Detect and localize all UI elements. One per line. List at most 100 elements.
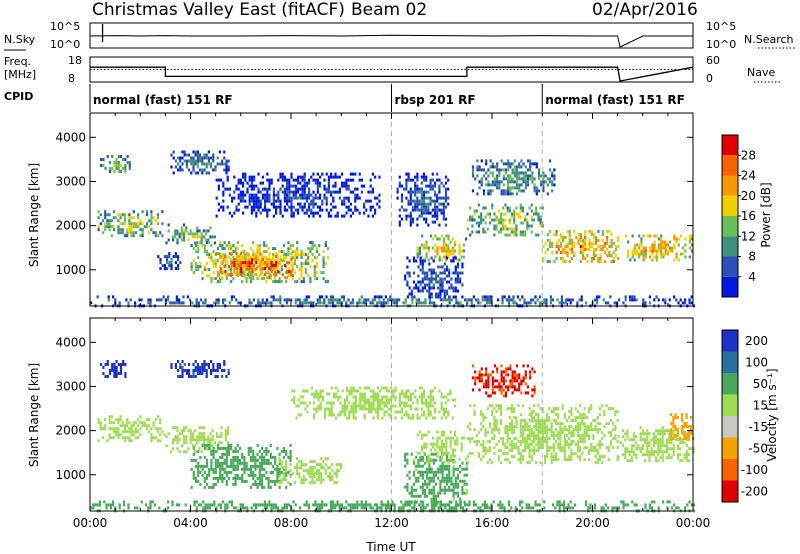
- heatmap-cell: [117, 421, 120, 425]
- heatmap-cell: [416, 413, 419, 417]
- heatmap-cell: [210, 461, 213, 465]
- heatmap-cell: [550, 410, 553, 414]
- heatmap-cell: [391, 298, 394, 302]
- heatmap-cell: [271, 247, 275, 251]
- heatmap-cell: [108, 369, 112, 372]
- heatmap-cell: [274, 247, 277, 251]
- heatmap-cell: [501, 298, 504, 302]
- heatmap-cell: [491, 162, 494, 166]
- heatmap-cell: [497, 404, 500, 408]
- heatmap-cell: [596, 422, 599, 426]
- heatmap-cell: [510, 212, 514, 216]
- heatmap-cell: [421, 488, 424, 492]
- heatmap-cell: [526, 437, 529, 441]
- heatmap-cell: [104, 363, 107, 366]
- heatmap-cell: [568, 425, 571, 429]
- heatmap-cell: [502, 168, 505, 172]
- heatmap-cell: [211, 444, 214, 448]
- heatmap-cell: [475, 298, 478, 302]
- heatmap-cell: [102, 158, 105, 161]
- heatmap-cell: [278, 271, 281, 275]
- heatmap-cell: [675, 298, 678, 302]
- heatmap-cell: [205, 476, 209, 480]
- heatmap-cell: [312, 199, 315, 203]
- heatmap-cell: [443, 485, 446, 489]
- heatmap-cell: [325, 295, 328, 299]
- heatmap-cell: [465, 464, 468, 468]
- heatmap-cell: [104, 228, 107, 232]
- heatmap-cell: [532, 449, 536, 453]
- heatmap-cell: [451, 416, 454, 420]
- heatmap-cell: [579, 416, 582, 420]
- heatmap-cell: [466, 437, 470, 441]
- heatmap-cell: [243, 256, 246, 260]
- heatmap-cell: [132, 424, 135, 428]
- heatmap-cell: [441, 265, 444, 269]
- heatmap-cell: [565, 301, 568, 305]
- heatmap-cell: [248, 178, 251, 182]
- heatmap-cell: [249, 473, 253, 477]
- heatmap-cell: [421, 271, 424, 275]
- heatmap-cell: [332, 205, 335, 209]
- heatmap-cell: [101, 219, 105, 223]
- heatmap-cell: [104, 225, 107, 229]
- heatmap-cell: [502, 189, 505, 193]
- heatmap-cell: [219, 467, 222, 471]
- heatmap-cell: [403, 392, 406, 396]
- heatmap-cell: [300, 265, 303, 269]
- heatmap-cell: [445, 439, 448, 443]
- heatmap-cell: [277, 267, 280, 271]
- heatmap-cell: [232, 449, 235, 453]
- heatmap-cell: [230, 247, 233, 251]
- heatmap-cell: [143, 424, 146, 428]
- heatmap-cell: [573, 251, 576, 254]
- heatmap-cell: [534, 295, 537, 299]
- heatmap-cell: [170, 366, 173, 369]
- heatmap-cell: [424, 301, 427, 305]
- heatmap-cell: [498, 168, 501, 172]
- heatmap-cell: [117, 225, 120, 229]
- heatmap-cell: [280, 280, 283, 284]
- heatmap-cell: [426, 455, 429, 459]
- heatmap-cell: [248, 196, 251, 200]
- heatmap-cell: [442, 205, 445, 209]
- heatmap-cell: [159, 418, 162, 422]
- heatmap-cell: [431, 208, 434, 212]
- heatmap-cell: [487, 192, 490, 196]
- heatmap-cell: [300, 460, 303, 464]
- heatmap-cell: [356, 301, 359, 305]
- heatmap-cell: [541, 428, 544, 432]
- heatmap-cell: [387, 389, 390, 393]
- heatmap-cell: [495, 419, 498, 423]
- heatmap-cell: [335, 472, 338, 476]
- heatmap-cell: [276, 280, 279, 284]
- heatmap-cell: [509, 165, 512, 169]
- heatmap-cell: [335, 392, 338, 396]
- heatmap-cell: [588, 230, 591, 233]
- heatmap-cell: [351, 298, 354, 302]
- heatmap-cell: [325, 196, 328, 200]
- heatmap-cell: [245, 464, 248, 468]
- heatmap-cell: [145, 225, 149, 229]
- heatmap-cell: [412, 413, 415, 417]
- heatmap-cell: [416, 398, 419, 402]
- heatmap-cell: [454, 256, 457, 260]
- heatmap-cell: [197, 268, 200, 272]
- heatmap-cell: [372, 416, 375, 420]
- heatmap-cell: [583, 431, 586, 435]
- heatmap-cell: [130, 228, 133, 232]
- heatmap-cell: [456, 494, 460, 498]
- heatmap-cell: [242, 196, 245, 200]
- heatmap-cell: [421, 455, 424, 459]
- heatmap-cell: [583, 422, 586, 426]
- heatmap-cell: [513, 227, 516, 231]
- heatmap-cell: [555, 257, 558, 260]
- heatmap-cell: [436, 442, 439, 446]
- heatmap-cell: [519, 458, 522, 462]
- heatmap-cell: [513, 437, 516, 441]
- heatmap-cell: [196, 159, 199, 163]
- heatmap-cell: [551, 245, 554, 248]
- heatmap-cell: [322, 259, 325, 263]
- colorbar-swatch: [722, 276, 738, 297]
- heatmap-cell: [423, 461, 427, 465]
